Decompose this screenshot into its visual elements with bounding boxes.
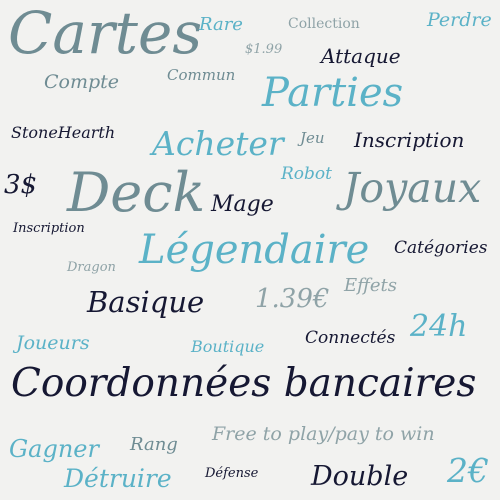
word-perdre: Perdre — [427, 9, 492, 31]
word-cartes: Cartes — [8, 0, 203, 67]
word-price-3-dollar: 3$ — [4, 170, 38, 200]
word-inscription-2: Inscription — [13, 221, 85, 236]
word-commun: Commun — [167, 66, 236, 84]
word-parties: Parties — [262, 70, 404, 116]
word-stonehearth: StoneHearth — [11, 123, 116, 142]
word-deck: Deck — [67, 161, 206, 224]
word-price-139: 1.39€ — [255, 284, 330, 314]
word-rare: Rare — [199, 14, 243, 35]
word-dragon: Dragon — [67, 260, 116, 275]
word-price-199: $1.99 — [245, 42, 283, 57]
word-rang: Rang — [130, 434, 178, 455]
word-boutique: Boutique — [191, 337, 265, 356]
word-inscription-1: Inscription — [354, 128, 465, 152]
word-jeu: Jeu — [300, 129, 325, 147]
word-24h: 24h — [410, 309, 468, 344]
word-defense: Défense — [205, 466, 259, 481]
word-free-to-play: Free to play/pay to win — [212, 423, 435, 445]
word-collection: Collection — [288, 16, 360, 32]
word-double: Double — [311, 461, 409, 492]
word-gagner: Gagner — [9, 435, 99, 463]
word-effets: Effets — [344, 275, 398, 296]
word-mage: Mage — [211, 192, 274, 217]
word-connectes: Connectés — [305, 328, 396, 348]
word-basique: Basique — [87, 285, 205, 319]
word-robot: Robot — [281, 164, 332, 184]
word-attaque: Attaque — [321, 44, 401, 68]
word-detruire: Détruire — [64, 464, 172, 493]
word-joueurs: Joueurs — [16, 332, 90, 354]
word-price-2-euro: 2€ — [447, 451, 489, 490]
word-joyaux: Joyaux — [343, 164, 482, 212]
word-coordonnees-bancaires: Coordonnées bancaires — [11, 361, 477, 406]
word-acheter: Acheter — [152, 124, 284, 163]
word-categories: Catégories — [394, 238, 488, 258]
word-compte: Compte — [44, 71, 120, 93]
word-legendaire: Légendaire — [139, 227, 370, 273]
